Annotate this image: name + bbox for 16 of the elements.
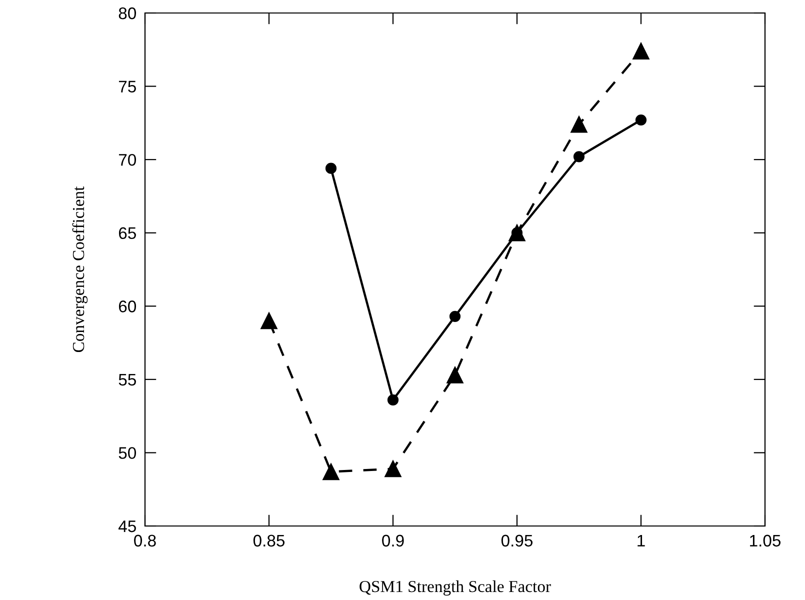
y-tick-label: 70: [118, 154, 136, 166]
x-tick-label: 0.95: [501, 534, 533, 547]
y-tick-label: 45: [118, 520, 136, 532]
x-tick-label: 0.9: [382, 534, 404, 547]
y-axis-title: Convergence Coefficient: [72, 186, 88, 352]
y-tick-label: 80: [118, 7, 136, 20]
x-tick-label: 1.05: [750, 534, 781, 547]
y-tick-label: 50: [118, 447, 136, 459]
y-tick-label: 65: [118, 227, 136, 240]
y-tick-label: 60: [118, 300, 136, 312]
x-tick-label: 1: [638, 534, 645, 546]
y-tick-label: 55: [118, 374, 136, 386]
x-axis-title: QSM1 Strength Scale Factor: [360, 580, 551, 596]
x-tick-label: 0.8: [134, 534, 156, 547]
y-tick-label: 75: [118, 80, 136, 92]
x-tick-label: 0.85: [253, 534, 285, 547]
